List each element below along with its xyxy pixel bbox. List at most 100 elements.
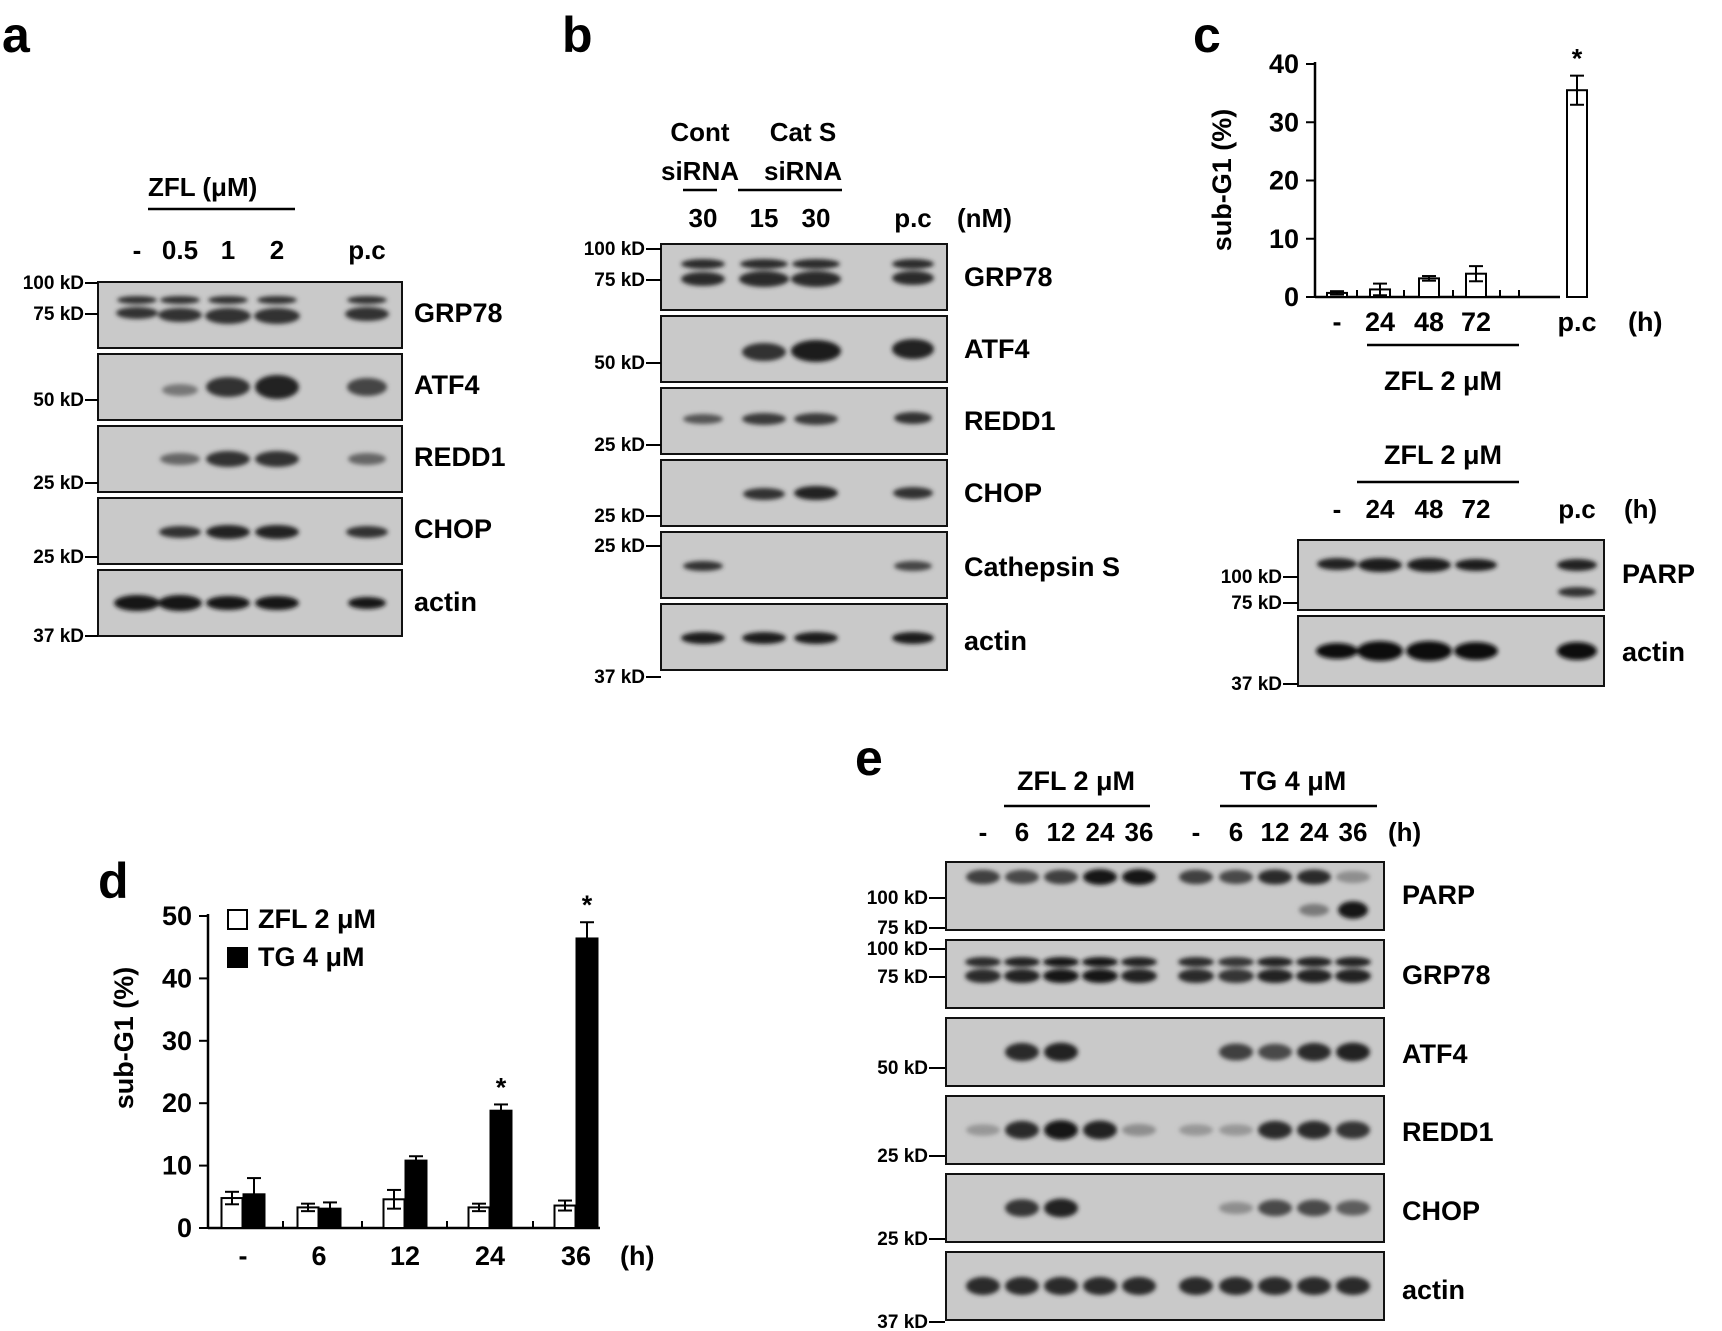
panel-e-band (1258, 1276, 1292, 1296)
panel-e-band (1297, 1042, 1331, 1062)
panel-e-lane-label: 6 (1229, 817, 1243, 847)
panel-c-xtick-label: - (1333, 307, 1342, 337)
panel-c-blot-lane-1: 24 (1366, 494, 1395, 524)
panel-a-atf4-blot (97, 353, 403, 421)
panel-e-unit: (h) (1388, 817, 1421, 847)
panel-e-blots (945, 861, 1385, 1321)
panel-e-band (1258, 869, 1292, 885)
panel-e-band (1258, 1199, 1292, 1217)
panel-a-lane-1: 0.5 (162, 235, 198, 265)
panel-a-label-chop: CHOP (414, 514, 492, 544)
panel-e-band (1336, 870, 1370, 884)
panel-a-label-atf4: ATF4 (414, 370, 480, 400)
panel-e-band (1121, 957, 1157, 967)
panel-e-band (1044, 869, 1078, 885)
panel-c-ylabel: sub-G1 (%) (1207, 109, 1237, 252)
panel-b-grp78-blot (660, 243, 948, 311)
panel-e-label-redd1: REDD1 (1402, 1117, 1494, 1147)
panel-d-significance-star: * (582, 890, 593, 920)
panel-b-label-atf4: ATF4 (964, 334, 1030, 364)
panel-e-parp-bands (966, 869, 1370, 919)
panel-e-band (1083, 869, 1117, 885)
panel-e-band (1335, 969, 1371, 983)
panel-c-xtick-label: p.c (1557, 307, 1596, 337)
panel-e-band (1122, 1123, 1156, 1137)
panel-e-band (1044, 1276, 1078, 1296)
panel-e-mw-2: 100 kD (867, 939, 928, 960)
panel-b-cats-line1: Cat S (770, 117, 836, 147)
panel-a-lane-0: - (133, 235, 142, 265)
panel-a-mw-3: 25 kD (33, 473, 84, 494)
panel-e-band (1178, 957, 1214, 967)
panel-e-band (1297, 1276, 1331, 1296)
panel-e-mw-4: 50 kD (877, 1058, 928, 1079)
panel-e-band (966, 869, 1000, 885)
panel-c-label-parp: PARP (1622, 559, 1695, 589)
panel-b-mw-1: 75 kD (594, 270, 645, 291)
panel-e-label-parp: PARP (1402, 880, 1475, 910)
panel-e-band (966, 1276, 1000, 1296)
panel-e-band (1336, 1200, 1370, 1216)
panel-a-label-redd1: REDD1 (414, 442, 506, 472)
panel-e-band (1257, 957, 1293, 967)
panel-e-chop-bands (1005, 1198, 1370, 1218)
panel-d-ytick-label: 0 (177, 1213, 192, 1243)
panel-a-letter: a (2, 7, 31, 63)
panel-e-band (1044, 1120, 1078, 1140)
panel-d-letter: d (98, 853, 129, 909)
panel-b-mw-3: 25 kD (594, 435, 645, 456)
panel-e-band (1179, 869, 1213, 885)
panel-d-legend-label: TG 4 μM (258, 942, 365, 972)
panel-a-mw-1: 75 kD (33, 304, 84, 325)
panel-e-band (1219, 869, 1253, 885)
panel-e-band (1082, 957, 1118, 967)
panel-c-chart-treatment: ZFL 2 μM (1384, 366, 1502, 396)
panel-e-band (965, 969, 1001, 983)
panel-c-xtick-label: 48 (1414, 307, 1444, 337)
panel-e-lane-label: 6 (1015, 817, 1029, 847)
panel-e-band (1219, 1043, 1253, 1061)
panel-e-band (1257, 969, 1293, 983)
panel-c-mw-2: 37 kD (1231, 674, 1282, 695)
panel-d-ytick-label: 40 (162, 963, 192, 993)
panel-e-mw-0: 100 kD (867, 888, 928, 909)
panel-c-blot-treatment: ZFL 2 μM (1384, 440, 1502, 470)
panel-e-band (1122, 869, 1156, 885)
panel-b-cont-line2: siRNA (661, 156, 739, 186)
panel-e-lane-label: 12 (1261, 817, 1290, 847)
panel-c-mw-1: 75 kD (1231, 593, 1282, 614)
panel-e-band (1179, 1124, 1213, 1136)
panel-a-mw-4: 25 kD (33, 547, 84, 568)
panel-e-mw-5: 25 kD (877, 1146, 928, 1167)
panel-a-chop-blot (97, 497, 403, 565)
panel-b-letter: b (562, 7, 593, 63)
panel-d-bar (489, 1109, 513, 1229)
panel-b-cont-line1: Cont (670, 117, 730, 147)
panel-e-lane-label: 24 (1300, 817, 1329, 847)
panel-d-x-unit: (h) (620, 1241, 654, 1271)
panel-a-actin-blot (97, 569, 403, 637)
panel-e-band (1121, 969, 1157, 983)
panel-e-grp78-bands (965, 957, 1371, 983)
panel-c-xtick-label: 24 (1365, 307, 1395, 337)
panel-c-letter: c (1193, 7, 1221, 63)
panel-e-band (1338, 901, 1368, 919)
panel-d-xtick-label: - (239, 1241, 248, 1271)
panel-b-label-chop: CHOP (964, 478, 1042, 508)
panel-e-band (1122, 1276, 1156, 1296)
panel-b-unit: (nM) (957, 203, 1012, 233)
panel-c-ytick-label: 0 (1284, 282, 1299, 312)
panel-a-redd1-blot (97, 425, 403, 493)
panel-e-band (1218, 969, 1254, 983)
panel-b-actin-blot (660, 603, 948, 671)
panel-e-mw-3: 75 kD (877, 967, 928, 988)
panel-e-band (1336, 1276, 1370, 1296)
panel-e-label-atf4: ATF4 (1402, 1039, 1468, 1069)
panel-e-band (1043, 969, 1079, 983)
panel-e-mw-1: 75 kD (877, 918, 928, 939)
panel-e-mw-6: 25 kD (877, 1229, 928, 1250)
panel-e-band (1336, 1042, 1370, 1062)
panel-b-label-grp78: GRP78 (964, 262, 1053, 292)
panel-b-lane-2: 30 (802, 203, 831, 233)
